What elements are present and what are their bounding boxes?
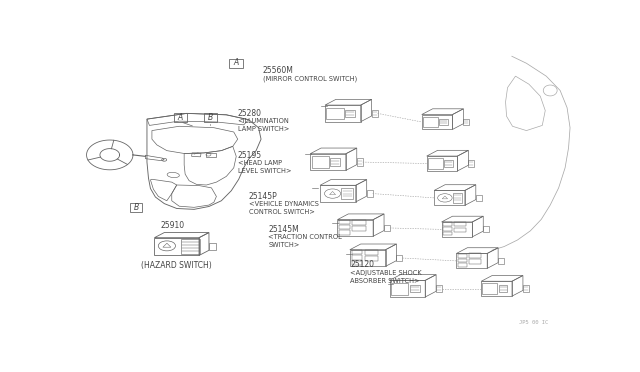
Text: JP5 00 IC: JP5 00 IC <box>520 320 548 325</box>
Text: (MIRROR CONTROL SWITCH): (MIRROR CONTROL SWITCH) <box>262 75 356 82</box>
Text: <HEAD LAMP: <HEAD LAMP <box>237 160 282 166</box>
Text: <ILLUMINATION: <ILLUMINATION <box>237 118 289 124</box>
Text: 25280: 25280 <box>237 109 262 118</box>
Text: A: A <box>177 113 183 122</box>
Text: ABSORBER SWITCH>: ABSORBER SWITCH> <box>350 278 420 284</box>
Text: 25195: 25195 <box>237 151 262 160</box>
Text: <TRACTION CONTROL: <TRACTION CONTROL <box>269 234 342 240</box>
Text: (HAZARD SWITCH): (HAZARD SWITCH) <box>141 261 212 270</box>
Text: B: B <box>133 203 139 212</box>
Text: LEVEL SWITCH>: LEVEL SWITCH> <box>237 169 291 174</box>
Text: SWITCH>: SWITCH> <box>269 242 300 248</box>
Bar <box>191 153 201 157</box>
Bar <box>207 153 216 157</box>
Text: 25120: 25120 <box>350 260 374 269</box>
Text: <ADJUSTABLE SHOCK: <ADJUSTABLE SHOCK <box>350 270 422 276</box>
Text: CONTROL SWITCH>: CONTROL SWITCH> <box>249 209 314 215</box>
Text: <VEHICLE DYNAMICS: <VEHICLE DYNAMICS <box>249 201 319 207</box>
Text: 25145P: 25145P <box>249 192 277 201</box>
Text: 25560M: 25560M <box>262 66 293 75</box>
Text: LAMP SWITCH>: LAMP SWITCH> <box>237 126 289 132</box>
Text: B: B <box>208 113 213 122</box>
Text: 25145M: 25145M <box>269 225 300 234</box>
Text: A: A <box>234 58 239 67</box>
Text: 25910: 25910 <box>160 221 184 230</box>
